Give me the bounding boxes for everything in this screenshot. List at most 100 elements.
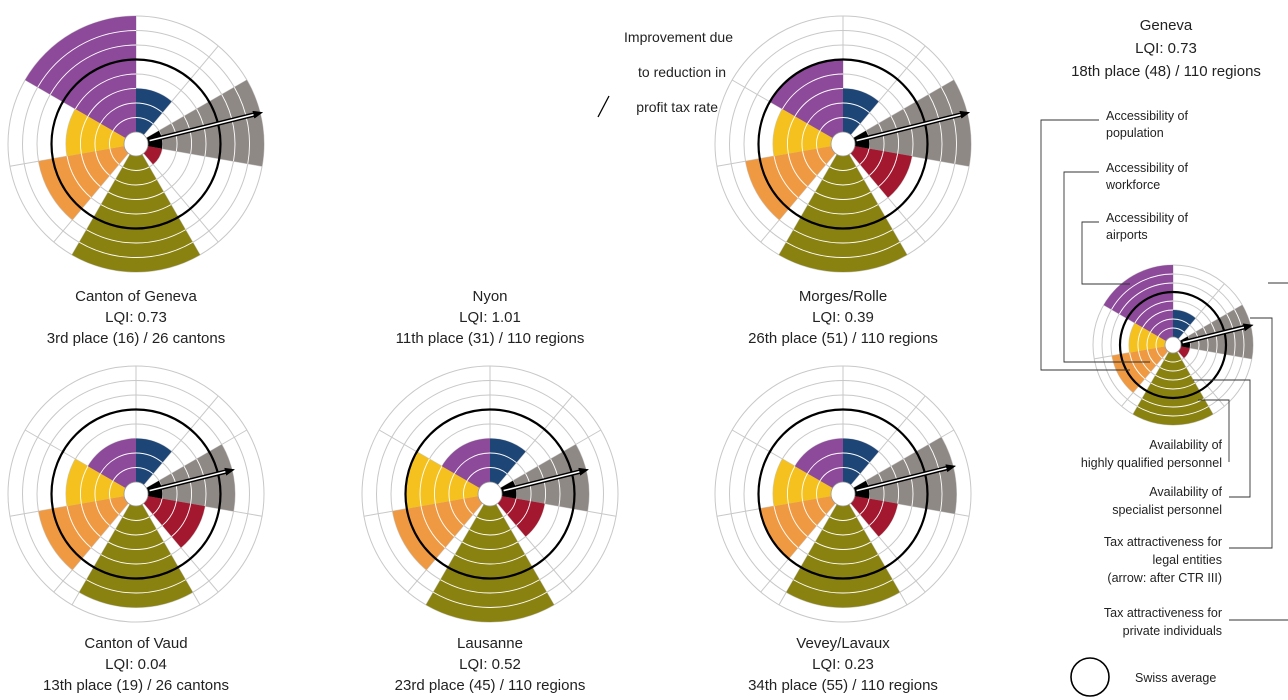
sector-ring bbox=[434, 466, 443, 504]
grid-spoke bbox=[143, 45, 219, 136]
caption-name: Morges/Rolle bbox=[799, 288, 887, 305]
sector-ring bbox=[1137, 406, 1209, 417]
sector-ring bbox=[903, 458, 914, 507]
center-hole bbox=[123, 131, 149, 157]
sector-ring bbox=[86, 229, 186, 244]
sector-ring bbox=[108, 541, 164, 550]
sector-ring bbox=[196, 108, 207, 157]
caption-name: Canton of Geneva bbox=[75, 288, 197, 305]
sector-accessibility-airports bbox=[392, 496, 483, 570]
swiss-average-ring bbox=[757, 58, 929, 230]
grid-spoke bbox=[143, 395, 219, 486]
sector-accessibility-workforce bbox=[773, 109, 833, 157]
sector-ring bbox=[469, 529, 511, 536]
sector-ring bbox=[135, 452, 163, 463]
sector-ring bbox=[196, 458, 207, 507]
sector-ring bbox=[859, 148, 870, 165]
center-hole bbox=[1164, 336, 1182, 354]
sector-ring bbox=[94, 123, 101, 152]
sector-ring bbox=[890, 116, 899, 154]
legend-label-airports: airports bbox=[1106, 228, 1148, 242]
sector-ring bbox=[787, 466, 796, 504]
center-hole bbox=[477, 481, 503, 507]
sector-ring bbox=[816, 480, 821, 499]
sector-availability-specialist bbox=[1178, 346, 1190, 359]
grid-spoke bbox=[1177, 350, 1225, 407]
sector-ring bbox=[100, 554, 172, 565]
sector-ring bbox=[37, 30, 137, 88]
sector-accessibility-workforce bbox=[66, 109, 126, 157]
sector-ring bbox=[940, 87, 957, 164]
sector-ring bbox=[928, 444, 943, 512]
sector-ring bbox=[550, 458, 561, 507]
connector-highly-qualified bbox=[1198, 399, 1230, 462]
sector-availability-highly-qualified bbox=[1133, 351, 1213, 425]
sector-ring bbox=[171, 123, 178, 152]
sector-ring bbox=[171, 503, 192, 537]
legend-label-swiss-average: Swiss average bbox=[1135, 671, 1216, 685]
sector-ring bbox=[781, 73, 844, 110]
sector-ring bbox=[1159, 367, 1187, 372]
caption-name: Canton of Vaud bbox=[84, 635, 187, 652]
sector-ring bbox=[1111, 273, 1174, 310]
grid-spoke bbox=[407, 502, 483, 593]
sector-ring bbox=[183, 116, 192, 154]
sector-ring bbox=[890, 466, 899, 504]
sector-ring bbox=[489, 467, 508, 475]
sector-ring bbox=[80, 116, 89, 154]
sector-ring bbox=[816, 498, 827, 515]
sector-ring bbox=[95, 501, 110, 526]
sector-ring bbox=[802, 151, 817, 176]
annotation-pointer bbox=[597, 95, 610, 118]
sector-ring bbox=[773, 506, 799, 548]
sector-ring bbox=[815, 541, 871, 550]
caption-rank: 13th place (19) / 26 cantons bbox=[43, 677, 229, 694]
sector-ring bbox=[819, 117, 844, 131]
sector-ring bbox=[80, 503, 101, 537]
sector-ring bbox=[489, 452, 517, 463]
sector-ring bbox=[100, 204, 172, 215]
sector-ring bbox=[109, 148, 120, 165]
sector-ring bbox=[829, 166, 857, 171]
sector-ring bbox=[112, 467, 137, 481]
sector-ring bbox=[787, 503, 808, 537]
caption-rank: 26th place (51) / 110 regions bbox=[748, 330, 938, 347]
ctr-iii-arrow-head bbox=[224, 467, 235, 476]
sector-ring bbox=[815, 191, 871, 200]
sector-availability-highly-qualified bbox=[786, 504, 900, 608]
sector-ring bbox=[420, 506, 446, 548]
ctr-iii-arrow-inner bbox=[1182, 325, 1247, 344]
sector-ring bbox=[476, 516, 504, 521]
legend-label-tax-legal: (arrow: after CTR III) bbox=[1107, 571, 1222, 585]
sector-accessibility-airports bbox=[38, 496, 129, 570]
connector-airports bbox=[1081, 221, 1130, 285]
sector-ring bbox=[819, 467, 844, 481]
sector-availability-specialist bbox=[143, 146, 163, 165]
sector-accessibility-airports bbox=[1111, 346, 1168, 393]
sector-ring bbox=[1202, 327, 1209, 352]
sector-ring bbox=[183, 466, 192, 504]
legend-connectors bbox=[1040, 119, 1288, 621]
legend-label-tax-legal: legal entities bbox=[1153, 553, 1223, 567]
sector-ring bbox=[807, 102, 844, 124]
sector-ring bbox=[842, 467, 861, 475]
sector-ring bbox=[1155, 374, 1191, 381]
sector-ring bbox=[1142, 309, 1174, 328]
sector-ring bbox=[122, 516, 150, 521]
grid-spoke bbox=[497, 502, 573, 593]
legend-label-workforce: Accessibility of bbox=[1106, 161, 1188, 175]
sector-ring bbox=[793, 229, 893, 244]
sector-ring bbox=[115, 179, 157, 186]
legend-label-specialist: specialist personnel bbox=[1112, 503, 1222, 517]
sector-ring bbox=[448, 473, 455, 502]
caption-nyon: Nyon LQI: 1.01 11th place (31) / 110 reg… bbox=[396, 288, 585, 347]
sector-ring bbox=[794, 88, 844, 117]
caption-rank: 11th place (31) / 110 regions bbox=[396, 330, 585, 347]
sector-ring bbox=[95, 151, 110, 176]
connector-tax-legal bbox=[1229, 317, 1273, 549]
legend-swiss-average-symbol bbox=[1070, 657, 1110, 697]
sector-ring bbox=[221, 94, 236, 162]
sector-availability-specialist bbox=[850, 496, 898, 537]
sector-ring bbox=[1157, 327, 1174, 337]
